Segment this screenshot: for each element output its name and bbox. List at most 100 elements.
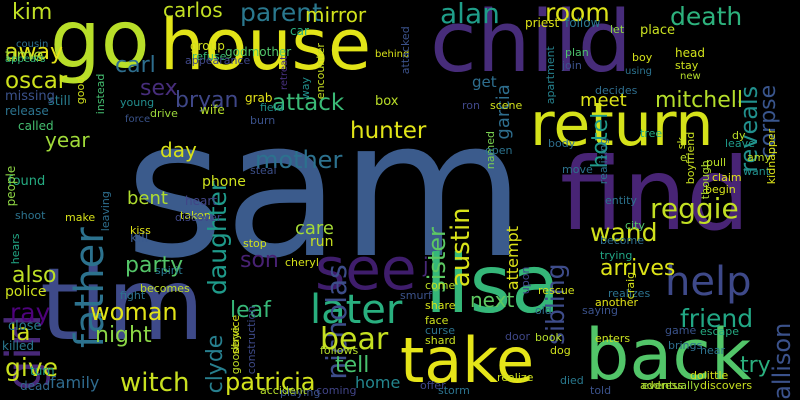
word-austin: austin (446, 207, 476, 288)
word-though: though (699, 160, 712, 200)
word-place: place (640, 23, 675, 38)
word-dy: dy (732, 129, 746, 142)
word-grab: grab (245, 91, 273, 105)
word-discover: discover (175, 211, 222, 224)
word-field: field (260, 101, 284, 114)
word-parent: parent (240, 0, 322, 27)
word-shard: shard (425, 334, 456, 347)
word-brings: brings (668, 339, 703, 352)
word-mitchell: mitchell (655, 88, 743, 113)
word-attacked: attacked (399, 26, 412, 75)
word-year: year (45, 128, 90, 152)
word-go: go (50, 0, 150, 86)
word-come: come (425, 279, 456, 292)
word-carlos: carlos (163, 0, 223, 22)
word-body: body (548, 137, 576, 150)
word-another: another (595, 296, 639, 309)
word-phone: phone (202, 174, 246, 190)
word-son: son (240, 248, 279, 273)
word-killed: killed (2, 339, 34, 353)
word-decides: decides (595, 84, 638, 97)
word-close: close (8, 319, 42, 334)
word-called: called (18, 119, 54, 133)
word-heart: heart (185, 194, 217, 208)
word-still: still (48, 94, 71, 109)
word-old: old (535, 304, 552, 317)
word-wand: wand (590, 218, 658, 247)
word-becomes: becomes (140, 282, 190, 295)
word-patricia: patricia (225, 368, 316, 396)
word-j: j (423, 253, 429, 277)
word-try: try (740, 353, 771, 378)
word-escape: escape (700, 325, 740, 338)
word-spirit: spirit (155, 264, 183, 277)
word-dolittle: dolittle (690, 369, 729, 382)
word-upon: upon (519, 266, 532, 295)
word-el: el (680, 151, 690, 164)
word-curse: curse (425, 324, 456, 337)
word-kill: kill (130, 231, 149, 246)
word-force: force (125, 114, 151, 125)
word-offer: offer (420, 379, 446, 392)
word-let: let (610, 23, 625, 36)
word-ron: ron (462, 99, 480, 112)
word-tree: tree (640, 127, 663, 140)
word-alan: alan (440, 0, 500, 30)
word-saying: saying (582, 304, 618, 317)
word-help: help (665, 259, 752, 305)
word-group: group (190, 39, 225, 53)
word-become: become (600, 234, 645, 247)
word-ray: ray (10, 298, 51, 327)
word-boy: boy (632, 51, 653, 64)
word-service: service (229, 314, 242, 355)
word-party: party (125, 253, 184, 278)
word-lisa: lisa (425, 238, 561, 331)
word-return: return (530, 90, 714, 160)
word-encounter: encounter (314, 43, 327, 100)
word-missing: missing (5, 89, 55, 104)
word-oscar: oscar (5, 68, 68, 94)
word-burn: burn (250, 114, 276, 127)
word-accident: accident (260, 384, 307, 397)
word-witch: witch (120, 368, 190, 398)
word-coming: coming (316, 384, 357, 397)
word-book: book (535, 331, 562, 344)
word-discovers: discovers (700, 379, 753, 392)
word-dog: dog (550, 344, 571, 357)
word-tell: tell (335, 353, 370, 378)
word-realizing: realizing (597, 137, 610, 185)
word-see: see (315, 235, 417, 303)
word-day: day (160, 138, 197, 162)
word-drive: drive (150, 107, 178, 120)
word-died: died (560, 374, 584, 387)
word-box: box (375, 94, 399, 109)
word-make: make (65, 211, 96, 224)
word-playing: playing (280, 386, 321, 399)
word-care: care (295, 218, 335, 239)
word-instead: instead (94, 73, 107, 115)
word-night: night (95, 323, 152, 348)
word-good: good (74, 76, 87, 105)
word-storm: storm (438, 384, 470, 397)
word-carl: carl (115, 53, 156, 78)
word-shoot: shoot (15, 209, 46, 222)
word-la: la (10, 320, 31, 346)
word-also: also (12, 263, 57, 288)
word-police: police (5, 284, 47, 300)
word-back: back (585, 314, 752, 396)
word-kidnapper: kidnapper (765, 128, 778, 185)
word-sam: sam (125, 79, 526, 300)
word-eventually: eventually (642, 379, 700, 392)
word-give: give (5, 353, 58, 382)
word-trying: trying (600, 249, 633, 262)
word-tim: tim (40, 246, 205, 363)
word-stay: stay (675, 59, 699, 72)
word-fight: fight (120, 289, 146, 302)
word-mother: mother (255, 146, 343, 174)
word-leaf: leaf (230, 298, 271, 323)
word-entity: entity (605, 194, 637, 207)
word-bryan: bryan (175, 88, 239, 113)
word-leave: leave (725, 137, 755, 150)
word-sex: sex (140, 76, 178, 101)
